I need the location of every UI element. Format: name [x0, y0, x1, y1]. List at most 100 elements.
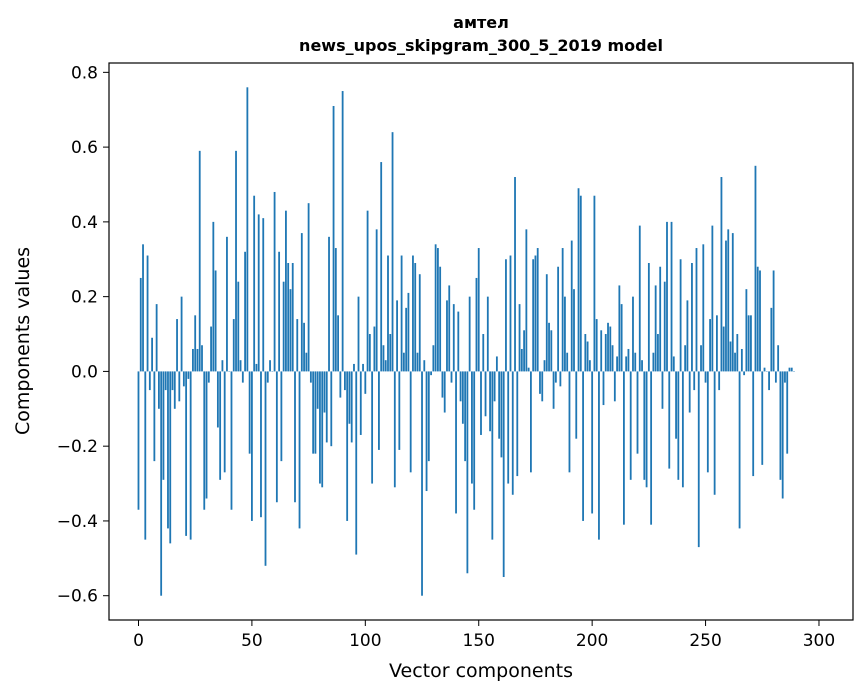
bar	[407, 292, 410, 372]
bar	[729, 341, 732, 372]
bar	[591, 371, 594, 514]
bar	[171, 371, 174, 391]
bar	[146, 255, 149, 372]
bar	[539, 371, 541, 394]
bar	[459, 371, 462, 402]
bar	[230, 371, 233, 510]
bar	[568, 371, 571, 473]
bar	[294, 371, 296, 503]
bar	[280, 371, 283, 462]
bar	[725, 240, 727, 372]
bar	[495, 356, 498, 372]
bar	[373, 326, 376, 372]
bar	[180, 296, 183, 372]
bar	[346, 371, 349, 521]
bar	[235, 150, 237, 372]
bar	[734, 352, 736, 372]
bar	[393, 371, 396, 488]
bar	[502, 371, 505, 578]
bar	[339, 371, 342, 398]
y-tick-label: −0.4	[57, 512, 98, 532]
bar	[309, 371, 312, 383]
bar	[600, 330, 603, 372]
bar	[192, 348, 194, 372]
bar	[189, 371, 192, 540]
bar	[291, 263, 294, 372]
bar	[718, 371, 721, 391]
bar	[241, 371, 244, 383]
bar	[344, 371, 346, 391]
bar	[348, 371, 351, 424]
bar	[498, 371, 501, 439]
bar	[466, 371, 469, 574]
bar	[137, 371, 140, 510]
bar	[282, 281, 285, 372]
bar	[273, 191, 276, 372]
bar	[178, 371, 181, 402]
bar	[643, 371, 646, 480]
bar	[654, 285, 657, 372]
bar	[720, 177, 723, 372]
bar	[484, 371, 487, 417]
bar	[770, 307, 773, 372]
bar	[368, 334, 371, 372]
bar	[251, 371, 253, 521]
bar	[158, 371, 160, 409]
bar	[155, 304, 158, 372]
bar	[260, 371, 262, 518]
bar	[523, 330, 525, 372]
y-tick-label: −0.2	[57, 437, 98, 457]
bar	[609, 326, 612, 372]
bar	[203, 371, 206, 510]
bar	[334, 248, 337, 372]
bar	[593, 195, 596, 372]
bar	[332, 105, 335, 372]
bar	[532, 259, 535, 372]
y-axis: −0.6 −0.4 −0.2 0.0 0.2 0.4 0.6 0.8	[57, 63, 109, 607]
bar	[362, 363, 364, 372]
x-tick-label: 100	[349, 631, 381, 651]
bar	[253, 195, 256, 372]
bar	[611, 345, 614, 372]
bar	[713, 371, 716, 495]
bar	[264, 371, 267, 566]
y-tick-label: 0.6	[71, 138, 98, 158]
bar	[700, 345, 702, 372]
bar	[355, 371, 358, 555]
bar	[772, 270, 775, 372]
bar	[432, 345, 435, 372]
y-tick-label: 0.4	[71, 213, 98, 233]
bar	[534, 255, 537, 372]
bar	[489, 371, 491, 432]
bar	[387, 255, 389, 372]
bar	[285, 210, 287, 372]
bar	[550, 330, 553, 372]
bar	[350, 371, 353, 443]
bar	[566, 352, 569, 372]
bar	[464, 371, 467, 462]
bar	[468, 296, 471, 372]
bar	[493, 371, 496, 402]
bar	[559, 371, 562, 387]
bar	[779, 371, 782, 480]
bar	[582, 371, 584, 521]
bar-series	[137, 87, 795, 596]
bar	[681, 371, 684, 488]
bar	[695, 248, 698, 372]
bar	[316, 371, 319, 409]
bar	[244, 251, 246, 372]
bar	[634, 352, 637, 372]
bar	[164, 371, 167, 391]
bar	[586, 341, 589, 372]
bar	[777, 345, 780, 372]
bar	[275, 371, 278, 503]
bar	[486, 296, 489, 372]
bar	[321, 371, 324, 488]
bar	[625, 356, 628, 372]
x-axis-label: Vector components	[389, 660, 573, 682]
bar	[337, 315, 339, 372]
bar	[790, 367, 793, 372]
bar	[759, 270, 761, 372]
bar	[675, 371, 677, 439]
